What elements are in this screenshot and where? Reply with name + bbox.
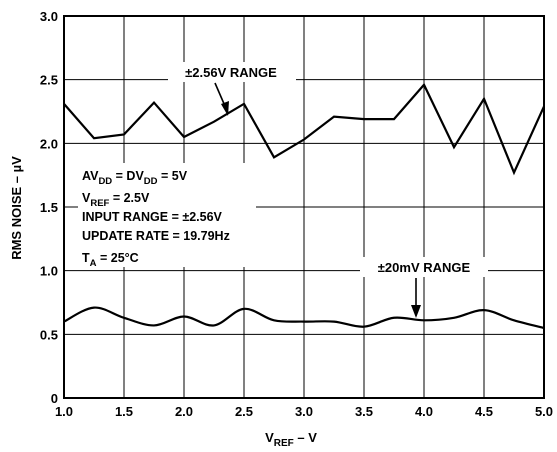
series-label-high-bg [168, 62, 296, 82]
x-tick-label: 5.0 [535, 404, 553, 419]
series-label-high-text: ±2.56V RANGE [185, 65, 277, 80]
series-label-high: ±2.56V RANGE [168, 62, 296, 116]
x-tick-label: 4.0 [415, 404, 433, 419]
x-axis-label: VREF – V [265, 430, 317, 449]
y-tick-label: 2.0 [40, 136, 58, 151]
series-line-2p56v-range [63, 82, 546, 176]
series-label-low: ±20mV RANGE [360, 257, 488, 318]
condition-line-4: UPDATE RATE = 19.79Hz [82, 229, 230, 243]
x-tick-label: 2.0 [175, 404, 193, 419]
y-tick-label: 0 [51, 391, 58, 406]
y-tick-label: 1.5 [40, 200, 58, 215]
series-label-low-bg [360, 257, 488, 277]
series-line-20mv-range [63, 306, 545, 330]
x-tick-label: 3.5 [355, 404, 373, 419]
x-tick-label: 1.5 [115, 404, 133, 419]
conditions-note: AVDD = DVDD = 5V VREF = 2.5V INPUT RANGE… [78, 163, 256, 269]
y-tick-label: 3.0 [40, 9, 58, 24]
series-label-low-arrowhead [411, 305, 421, 318]
series-lines [63, 82, 546, 330]
condition-line-5: TA = 25°C [82, 251, 139, 269]
plot-frame [63, 15, 545, 399]
condition-line-2: VREF = 2.5V [82, 191, 150, 209]
y-tick-label: 2.5 [40, 73, 58, 88]
y-tick-label: 1.0 [40, 264, 58, 279]
tick-labels: 1.0 1.5 2.0 2.5 3.0 3.5 4.0 4.5 5.0 0 0.5 1.0 1.5 2.0… [40, 9, 553, 419]
y-axis-label: RMS NOISE – µV [9, 156, 24, 260]
x-tick-label: 3.0 [295, 404, 313, 419]
y-tick-label: 0.5 [40, 327, 58, 342]
x-tick-label: 1.0 [55, 404, 73, 419]
condition-line-1: AVDD = DVDD = 5V [82, 169, 188, 187]
series-label-high-arrowhead [221, 101, 229, 116]
series-label-low-text: ±20mV RANGE [378, 260, 471, 275]
x-tick-label: 4.5 [475, 404, 493, 419]
x-tick-label: 2.5 [235, 404, 253, 419]
conditions-note-bg [78, 163, 256, 267]
condition-line-3: INPUT RANGE = ±2.56V [82, 210, 223, 224]
